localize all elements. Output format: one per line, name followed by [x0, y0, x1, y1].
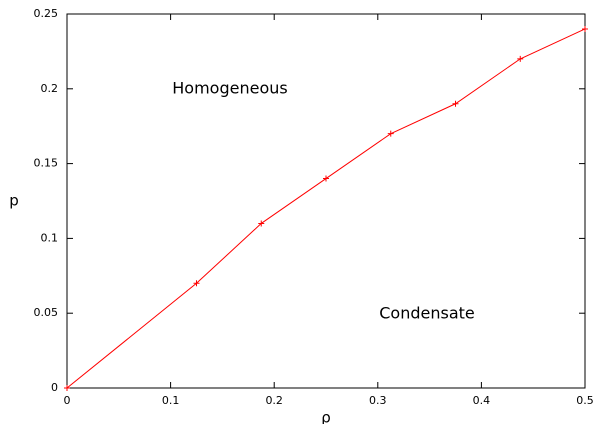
x-tick-label: 0 — [64, 394, 71, 407]
plot-frame — [66, 13, 586, 389]
y-tick-label: 0.1 — [41, 231, 59, 244]
x-tick-label: 0.3 — [369, 394, 387, 407]
y-axis-label: p — [9, 192, 19, 210]
annotation: Condensate — [379, 304, 475, 323]
x-tick-label: 0.2 — [265, 394, 283, 407]
y-tick-label: 0.05 — [34, 306, 59, 319]
point — [387, 130, 394, 137]
y-tick-label: 0.25 — [34, 7, 59, 20]
y-tick-label: 0 — [51, 381, 58, 394]
y-tick-label: 0.2 — [41, 82, 59, 95]
point — [582, 25, 588, 32]
x-tick-label: 0.5 — [576, 394, 594, 407]
annotation: Homogeneous — [172, 79, 287, 98]
x-tick-label: 0.1 — [162, 394, 180, 407]
point — [64, 385, 70, 391]
point — [452, 100, 459, 107]
point — [323, 175, 329, 182]
point — [193, 280, 200, 287]
point — [517, 55, 524, 62]
series-line — [66, 28, 586, 389]
point — [258, 220, 265, 227]
y-tick-label: 0.15 — [34, 157, 59, 170]
x-axis-label: ρ — [321, 409, 331, 424]
x-tick-label: 0.4 — [473, 394, 491, 407]
